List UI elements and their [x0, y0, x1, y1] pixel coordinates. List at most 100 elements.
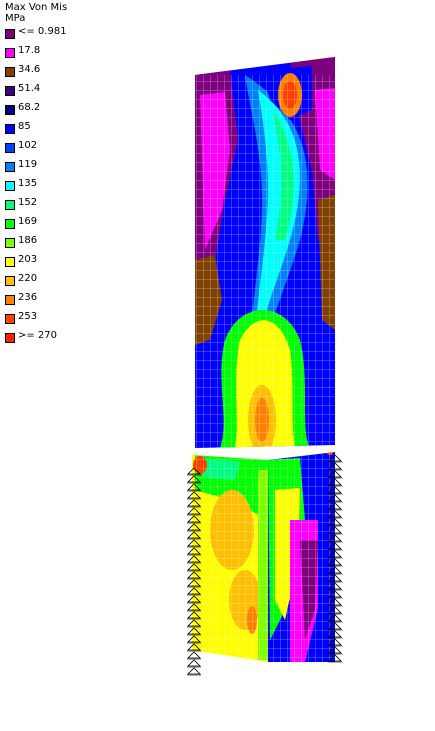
support-triangle	[328, 526, 342, 534]
support-triangle	[328, 542, 342, 550]
legend-entry: 220	[5, 273, 125, 292]
support-triangle	[328, 638, 342, 646]
support-triangle	[328, 606, 342, 614]
legend-entry: 34.6	[5, 64, 125, 83]
legend-swatch	[5, 29, 15, 39]
support-triangle	[328, 454, 342, 462]
support-triangle	[187, 603, 201, 611]
legend-swatch	[5, 48, 15, 58]
support-triangle	[187, 667, 201, 675]
support-triangle	[328, 502, 342, 510]
legend-entry: 203	[5, 254, 125, 273]
legend-swatch	[5, 200, 15, 210]
support-triangle	[187, 587, 201, 595]
support-triangle	[187, 627, 201, 635]
support-triangle	[187, 619, 201, 627]
support-triangle	[187, 643, 201, 651]
support-triangle	[187, 523, 201, 531]
legend-label: 152	[18, 197, 38, 208]
legend-label: 135	[18, 178, 38, 189]
legend-entry: 253	[5, 311, 125, 330]
right-web	[268, 452, 335, 662]
support-triangle	[328, 534, 342, 542]
legend-swatch	[5, 105, 15, 115]
legend-entry: 51.4	[5, 83, 125, 102]
support-triangle	[328, 566, 342, 574]
legend-entries: <= 0.981 17.8 34.6 51.4 68.2 85 102 119 135 152 16…	[5, 26, 125, 349]
support-triangle	[328, 622, 342, 630]
support-triangle	[328, 558, 342, 566]
support-triangle	[328, 462, 342, 470]
right-support-constraints	[328, 454, 342, 663]
legend-swatch	[5, 143, 15, 153]
legend-entry: 17.8	[5, 45, 125, 64]
support-triangle	[328, 470, 342, 478]
legend-entry: 85	[5, 121, 125, 140]
support-triangle	[187, 571, 201, 579]
legend-entry: 119	[5, 159, 125, 178]
legend-swatch	[5, 314, 15, 324]
legend-label: 17.8	[18, 45, 41, 56]
support-triangle	[328, 630, 342, 638]
support-triangle	[187, 547, 201, 555]
legend-title: Max Von Mis	[5, 2, 68, 13]
support-triangle	[328, 574, 342, 582]
support-triangle	[328, 486, 342, 494]
support-triangle	[187, 555, 201, 563]
support-triangle	[187, 483, 201, 491]
legend-unit: MPa	[5, 13, 26, 24]
legend-swatch	[5, 162, 15, 172]
legend-label: 203	[18, 254, 38, 265]
legend-label: 186	[18, 235, 38, 246]
left-support-constraints	[187, 467, 201, 676]
support-triangle	[187, 515, 201, 523]
support-triangle	[187, 595, 201, 603]
back-wall	[195, 57, 335, 448]
support-triangle	[328, 646, 342, 654]
legend-swatch	[5, 124, 15, 134]
legend-swatch	[5, 333, 15, 343]
legend-label: 102	[18, 140, 38, 151]
support-triangle	[328, 518, 342, 526]
legend-label: 253	[18, 311, 38, 322]
legend-label: >= 270	[18, 330, 58, 341]
legend-swatch	[5, 276, 15, 286]
legend-entry: 135	[5, 178, 125, 197]
support-triangle	[187, 579, 201, 587]
support-triangle	[187, 499, 201, 507]
legend-swatch	[5, 257, 15, 267]
legend-label: 85	[18, 121, 31, 132]
legend-swatch	[5, 219, 15, 229]
support-triangle	[187, 611, 201, 619]
legend-entry: 169	[5, 216, 125, 235]
legend-entry: 236	[5, 292, 125, 311]
support-triangle	[328, 590, 342, 598]
support-triangle	[328, 598, 342, 606]
support-triangle	[328, 654, 342, 662]
support-triangle	[328, 582, 342, 590]
legend-swatch	[5, 67, 15, 77]
legend-label: <= 0.981	[18, 26, 67, 37]
legend-swatch	[5, 238, 15, 248]
legend-label: 169	[18, 216, 38, 227]
front-flange	[192, 455, 268, 662]
support-triangle	[328, 478, 342, 486]
legend-label: 220	[18, 273, 38, 284]
legend-label: 51.4	[18, 83, 41, 94]
support-triangle	[187, 651, 201, 659]
support-triangle	[187, 467, 201, 475]
legend-entry: >= 270	[5, 330, 125, 349]
legend-swatch	[5, 86, 15, 96]
support-triangle	[328, 550, 342, 558]
support-triangle	[187, 531, 201, 539]
legend-label: 68.2	[18, 102, 41, 113]
support-triangle	[187, 563, 201, 571]
support-triangle	[187, 659, 201, 667]
legend-entry: 152	[5, 197, 125, 216]
support-triangle	[187, 507, 201, 515]
legend-swatch	[5, 295, 15, 305]
legend-entry: 102	[5, 140, 125, 159]
stress-legend: Max Von Mis MPa <= 0.981 17.8 34.6 51.4 68.2…	[5, 2, 125, 349]
support-triangle	[187, 491, 201, 499]
